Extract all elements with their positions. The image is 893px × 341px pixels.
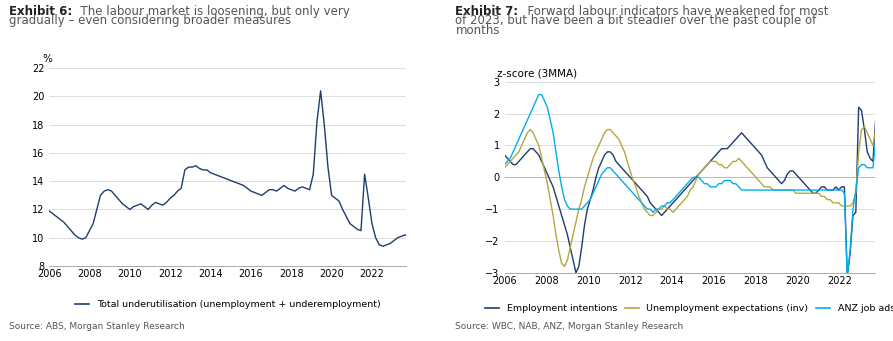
Text: Exhibit 7:: Exhibit 7: (455, 5, 519, 18)
Text: Source: WBC, NAB, ANZ, Morgan Stanley Research: Source: WBC, NAB, ANZ, Morgan Stanley Re… (455, 323, 684, 331)
Text: %: % (42, 54, 52, 64)
Text: Source: ABS, Morgan Stanley Research: Source: ABS, Morgan Stanley Research (9, 323, 185, 331)
Text: The labour market is loosening, but only very: The labour market is loosening, but only… (73, 5, 350, 18)
Text: z-score (3MMA): z-score (3MMA) (497, 68, 577, 78)
Text: Forward labour indicators have weakened for most: Forward labour indicators have weakened … (520, 5, 828, 18)
Legend: Total underutilisation (unemployment + underemployment): Total underutilisation (unemployment + u… (71, 296, 384, 313)
Text: months: months (455, 24, 500, 36)
Legend: Employment intentions, Unemployment expectations (inv), ANZ job ads: Employment intentions, Unemployment expe… (481, 300, 893, 317)
Text: of 2023, but have been a bit steadier over the past couple of: of 2023, but have been a bit steadier ov… (455, 14, 817, 27)
Text: gradually – even considering broader measures: gradually – even considering broader mea… (9, 14, 291, 27)
Text: Exhibit 6:: Exhibit 6: (9, 5, 72, 18)
